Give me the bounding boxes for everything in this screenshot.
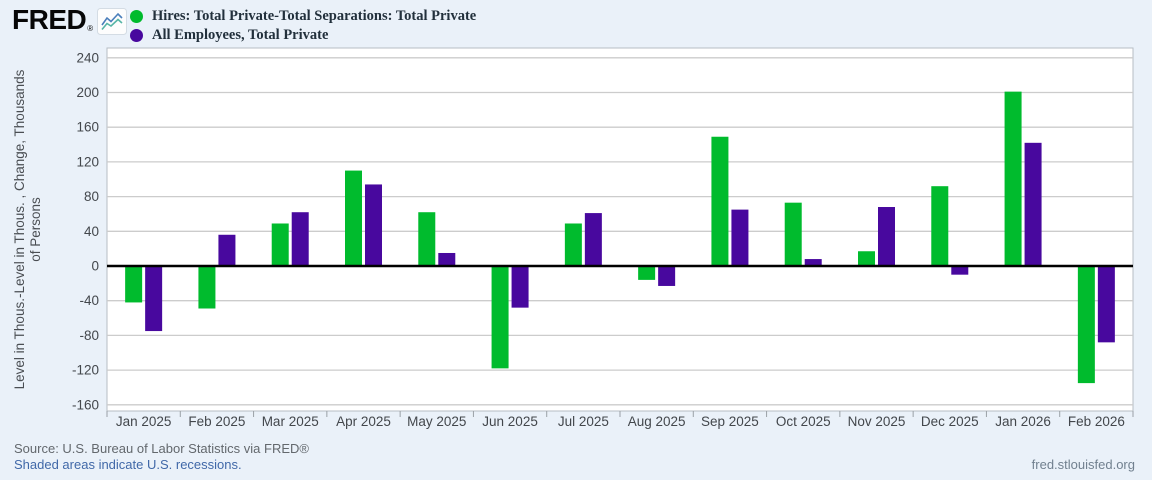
legend-dot-green xyxy=(130,9,143,23)
x-tick-label: Oct 2025 xyxy=(776,414,831,429)
legend-item-net-hires: Hires: Total Private-Total Separations: … xyxy=(130,7,476,25)
fred-sparkline-icon xyxy=(97,8,128,40)
bar[interactable] xyxy=(511,266,529,308)
legend-label: Hires: Total Private-Total Separations: … xyxy=(152,7,477,24)
bar[interactable] xyxy=(858,251,875,266)
bar[interactable] xyxy=(1097,266,1115,343)
recessions-link[interactable]: Shaded areas indicate U.S. recessions. xyxy=(14,457,242,472)
x-tick-label: Feb 2026 xyxy=(1068,414,1125,429)
x-tick-label: Apr 2025 xyxy=(336,414,391,429)
chart-legend: Hires: Total Private-Total Separations: … xyxy=(130,7,476,45)
y-tick-label: 80 xyxy=(84,189,99,204)
bar[interactable] xyxy=(804,259,822,266)
bar[interactable] xyxy=(1077,266,1095,384)
bar[interactable] xyxy=(438,252,456,266)
bar[interactable] xyxy=(491,266,509,369)
bar[interactable] xyxy=(784,202,802,266)
fred-logo[interactable]: FRED ® xyxy=(12,4,128,40)
bar[interactable] xyxy=(638,266,656,280)
bar[interactable] xyxy=(218,234,236,266)
bar[interactable] xyxy=(731,209,749,266)
x-tick-label: Feb 2025 xyxy=(188,414,245,429)
y-tick-label: 240 xyxy=(76,50,99,65)
bar[interactable] xyxy=(291,212,309,266)
bar[interactable] xyxy=(1004,91,1022,266)
legend-dot-purple xyxy=(130,28,143,42)
bar[interactable] xyxy=(931,186,949,266)
y-tick-label: -40 xyxy=(79,293,99,308)
bar[interactable] xyxy=(345,170,362,266)
chart-svg: -160 -120 -80 -40 0 40 80 120 160 200 240 Jan 2025 F… xyxy=(12,47,1134,429)
bar[interactable] xyxy=(418,212,436,266)
legend-item-all-employees: All Employees, Total Private xyxy=(130,26,476,44)
bar[interactable] xyxy=(1024,142,1042,266)
bar[interactable] xyxy=(564,223,582,266)
bar[interactable] xyxy=(271,223,289,266)
y-tick-label: -160 xyxy=(72,397,99,412)
fred-logo-text: FRED xyxy=(12,4,87,35)
x-tick-label: Jul 2025 xyxy=(558,414,609,429)
x-tick-label: Dec 2025 xyxy=(921,414,979,429)
bar[interactable] xyxy=(584,213,602,266)
source-note: Source: U.S. Bureau of Labor Statistics … xyxy=(14,441,309,456)
x-tick-label: Jun 2025 xyxy=(482,414,538,429)
bar[interactable] xyxy=(145,266,163,332)
x-tick-label: Jan 2025 xyxy=(116,414,172,429)
x-tick-label: Mar 2025 xyxy=(262,414,319,429)
y-tick-label: 120 xyxy=(76,154,99,169)
bar[interactable] xyxy=(878,207,895,266)
bar[interactable] xyxy=(711,136,729,266)
legend-label: All Employees, Total Private xyxy=(152,26,329,43)
x-tick-label: Nov 2025 xyxy=(848,414,906,429)
fred-site-link[interactable]: fred.stlouisfed.org xyxy=(1031,457,1135,472)
bar[interactable] xyxy=(365,184,382,266)
bar[interactable] xyxy=(198,266,216,309)
y-tick-label: 200 xyxy=(76,85,99,100)
bar[interactable] xyxy=(951,266,969,275)
y-tick-label: 0 xyxy=(91,259,99,274)
bar[interactable] xyxy=(125,266,143,303)
y-axis-label: of Persons xyxy=(28,197,43,262)
y-tick-label: 160 xyxy=(76,120,99,135)
bar-chart: -160 -120 -80 -40 0 40 80 120 160 200 240 Jan 2025 F… xyxy=(12,47,1134,429)
x-tick-label: Jan 2026 xyxy=(995,414,1051,429)
bar[interactable] xyxy=(658,266,676,286)
y-tick-label: -120 xyxy=(72,363,99,378)
registered-mark: ® xyxy=(87,24,94,33)
x-tick-label: Aug 2025 xyxy=(628,414,686,429)
footer: Source: U.S. Bureau of Labor Statistics … xyxy=(14,441,309,473)
x-tick-label: Sep 2025 xyxy=(701,414,759,429)
y-axis-label: Level in Thous.-Level in Thous. , Change… xyxy=(12,69,27,389)
y-tick-label: 40 xyxy=(84,224,99,239)
header: FRED ® Hires: Total Private-Total Separa… xyxy=(0,0,1152,46)
x-tick-label: May 2025 xyxy=(407,414,466,429)
y-tick-label: -80 xyxy=(79,328,99,343)
plot-area xyxy=(106,47,1134,412)
